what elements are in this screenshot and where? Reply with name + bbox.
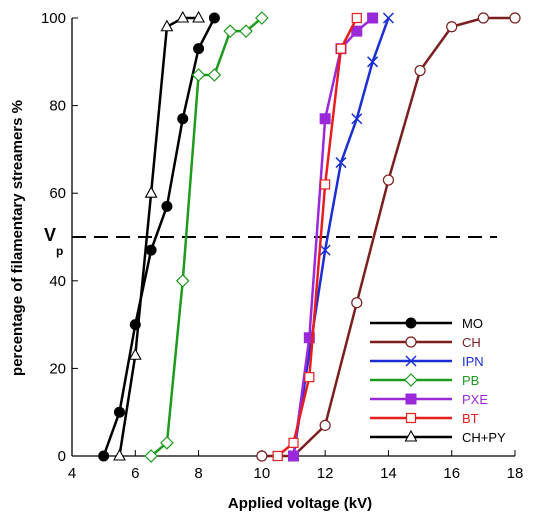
x-tick-label: 12 xyxy=(317,465,334,482)
legend-item: CH xyxy=(370,335,481,350)
data-point xyxy=(367,12,379,24)
axes: 4 6 8 10 12 14 16 18 0 20 40 60 80 100 xyxy=(41,10,523,482)
reference-line-group: Vp xyxy=(44,225,497,258)
x-tick-label: 8 xyxy=(194,465,202,482)
legend-label: CH+PY xyxy=(462,430,506,445)
data-point xyxy=(414,64,426,77)
series-group xyxy=(98,10,521,463)
data-point xyxy=(239,24,253,38)
data-point xyxy=(256,450,268,462)
data-point xyxy=(335,157,347,169)
data-point xyxy=(255,11,269,25)
data-point xyxy=(177,113,189,125)
data-point xyxy=(144,186,158,198)
legend-label: CH xyxy=(462,335,481,350)
data-point xyxy=(351,25,363,37)
legend-marker xyxy=(405,317,417,329)
data-point xyxy=(128,348,142,360)
data-point xyxy=(351,12,362,24)
y-axis-label: percentage of filamentary streamers % xyxy=(9,100,26,376)
data-point xyxy=(113,406,125,418)
legend-item: IPN xyxy=(370,354,484,369)
data-point xyxy=(303,332,315,344)
legend-item: MO xyxy=(370,316,483,331)
x-tick-label: 10 xyxy=(254,465,271,482)
legend: MO CH IPN PB PXE BT CH+PY xyxy=(370,316,506,445)
x-tick-label: 18 xyxy=(507,465,524,482)
legend-marker xyxy=(405,355,417,367)
legend-marker xyxy=(405,336,417,348)
data-point xyxy=(367,56,379,68)
legend-marker xyxy=(404,429,418,442)
data-point xyxy=(161,200,173,212)
data-point xyxy=(382,12,394,24)
data-point xyxy=(304,372,315,383)
data-point xyxy=(144,449,158,463)
legend-label: IPN xyxy=(462,354,484,369)
data-point xyxy=(272,450,283,462)
legend-label: PB xyxy=(462,373,479,388)
data-point xyxy=(382,174,395,186)
data-point xyxy=(208,12,220,24)
legend-item: CH+PY xyxy=(370,429,506,445)
series-line-mo xyxy=(102,17,216,457)
legend-item: BT xyxy=(370,411,479,426)
y-tick-label: 20 xyxy=(49,360,66,377)
data-point xyxy=(320,179,331,190)
data-point xyxy=(319,419,331,431)
data-point xyxy=(193,43,205,55)
legend-label: BT xyxy=(462,411,479,426)
data-point xyxy=(351,113,363,125)
data-point xyxy=(160,19,174,32)
legend-marker xyxy=(404,373,418,387)
data-point xyxy=(113,448,126,461)
x-tick-label: 14 xyxy=(380,465,397,482)
data-point xyxy=(145,244,157,256)
data-point xyxy=(351,297,363,309)
data-point xyxy=(98,450,110,462)
data-point xyxy=(223,24,238,38)
data-point xyxy=(477,12,489,24)
reference-line-label: V xyxy=(44,225,56,245)
data-point xyxy=(288,437,299,448)
x-tick-label: 4 xyxy=(68,465,76,482)
legend-marker xyxy=(405,393,417,405)
x-tick-label: 6 xyxy=(131,465,139,482)
y-tick-label: 40 xyxy=(49,273,66,290)
data-point xyxy=(176,10,190,23)
legend-item: PB xyxy=(370,373,479,388)
data-point xyxy=(191,68,206,82)
data-point xyxy=(509,12,521,24)
data-point xyxy=(319,113,331,125)
y-tick-label: 100 xyxy=(41,10,66,27)
legend-item: PXE xyxy=(370,392,488,407)
y-tick-label: 0 xyxy=(58,448,66,465)
data-point xyxy=(335,43,347,54)
data-point xyxy=(446,21,458,33)
series-line-ipn xyxy=(292,17,390,457)
y-tick-label: 60 xyxy=(49,185,66,202)
x-axis-label: Applied voltage (kV) xyxy=(228,495,372,512)
legend-label: MO xyxy=(462,316,483,331)
x-tick-label: 16 xyxy=(443,465,460,482)
data-point xyxy=(319,244,331,256)
y-tick-label: 80 xyxy=(49,98,66,115)
data-point xyxy=(288,450,299,462)
legend-label: PXE xyxy=(462,392,488,407)
data-point xyxy=(207,68,222,82)
data-point xyxy=(192,10,206,23)
reference-line-subscript: p xyxy=(56,244,63,258)
legend-marker xyxy=(405,412,417,424)
data-point xyxy=(175,273,190,288)
data-point xyxy=(160,436,174,450)
